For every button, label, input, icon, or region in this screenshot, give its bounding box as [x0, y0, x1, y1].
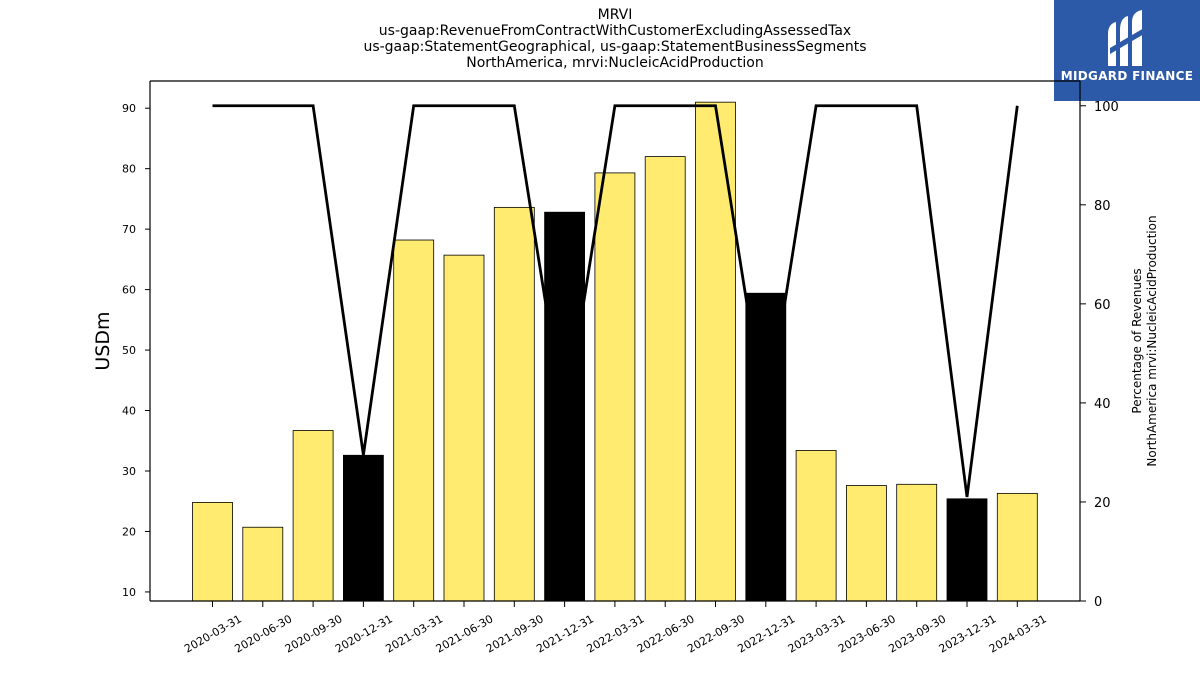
bar-2020-06-30 — [242, 526, 284, 602]
y-tick-label-30: 30 — [122, 465, 136, 478]
bar-2020-09-30 — [292, 430, 334, 602]
bar-2021-09-30 — [493, 206, 535, 602]
bar-2022-03-31 — [594, 172, 636, 602]
bar-2022-09-30 — [695, 101, 736, 602]
y2-tick-label-80: 80 — [1094, 199, 1111, 214]
bar-2023-06-30 — [846, 485, 887, 602]
title-line-members: NorthAmerica, mrvi:NucleicAcidProduction — [466, 55, 764, 71]
y-axis-label: USDm — [92, 311, 114, 370]
y2-tick-label-100: 100 — [1094, 100, 1119, 115]
x-tick-label-2024-03-31: 2024-03-31 — [987, 612, 1049, 655]
y2-tick-label-40: 40 — [1094, 397, 1111, 412]
bar-2020-12-31 — [342, 454, 384, 602]
y2-tick-label-60: 60 — [1094, 298, 1111, 313]
bar-2020-03-31 — [192, 502, 233, 602]
y-tick-label-20: 20 — [122, 525, 136, 538]
chart-title: MRVI us-gaap:RevenueFromContractWithCust… — [150, 7, 1080, 71]
y-tick-label-60: 60 — [122, 284, 136, 297]
title-line-concept: us-gaap:RevenueFromContractWithCustomerE… — [378, 23, 852, 39]
midgard-logo-icon — [1108, 10, 1144, 66]
y2-tick-label-0: 0 — [1094, 595, 1102, 610]
y-tick-label-90: 90 — [122, 102, 136, 115]
title-line-axes: us-gaap:StatementGeographical, us-gaap:S… — [363, 39, 867, 55]
logo: MIDGARD FINANCE — [1054, 0, 1200, 101]
y-tick-label-80: 80 — [122, 163, 136, 176]
logo-text: MIDGARD FINANCE — [1060, 69, 1194, 83]
y2-tick-label-20: 20 — [1094, 496, 1111, 511]
y-tick-label-10: 10 — [122, 586, 136, 599]
y2-axis-label-line1: Percentage of Revenues — [1130, 268, 1144, 413]
y-tick-label-50: 50 — [122, 344, 136, 357]
y-tick-label-70: 70 — [122, 223, 136, 236]
y-tick-label-40: 40 — [122, 405, 136, 418]
bar-2023-03-31 — [795, 450, 837, 602]
bar-2023-12-31 — [946, 498, 988, 602]
bar-2021-12-31 — [544, 211, 585, 602]
bar-2023-09-30 — [896, 483, 938, 602]
title-line-ticker: MRVI — [597, 7, 633, 23]
bar-2021-03-31 — [393, 239, 435, 602]
y2-axis-label-line2: NorthAmerica mrvi:NucleicAcidProduction — [1145, 215, 1159, 466]
bar-2024-03-31 — [996, 492, 1038, 602]
bar-2021-06-30 — [443, 254, 485, 602]
bar-2022-06-30 — [644, 156, 686, 602]
percentage-line — [212, 104, 1019, 498]
